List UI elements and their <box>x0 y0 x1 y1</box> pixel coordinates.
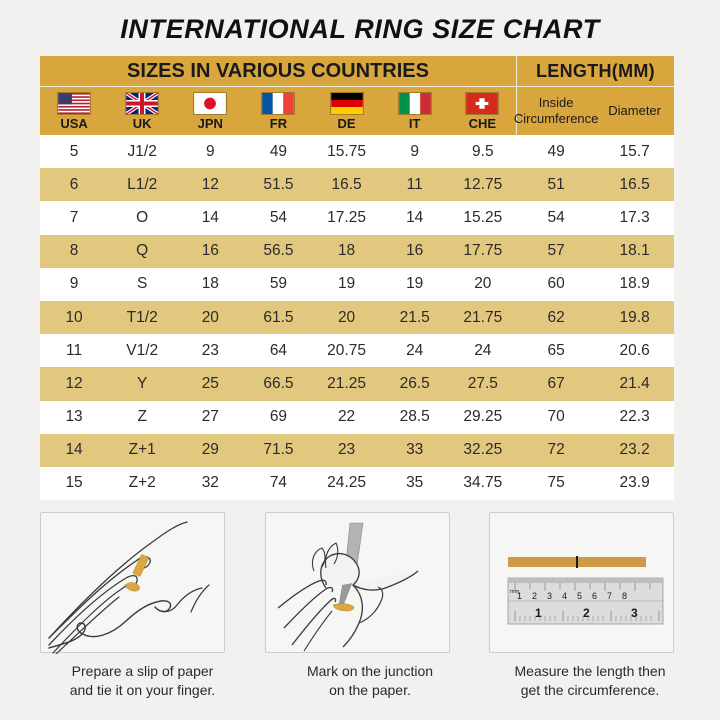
svg-text:1: 1 <box>535 606 542 620</box>
svg-text:3: 3 <box>631 606 638 620</box>
svg-text:6: 6 <box>592 591 597 601</box>
svg-text:8: 8 <box>622 591 627 601</box>
svg-text:7: 7 <box>607 591 612 601</box>
svg-text:4: 4 <box>562 591 567 601</box>
svg-text:mm: mm <box>510 589 520 595</box>
svg-text:2: 2 <box>532 591 537 601</box>
svg-text:3: 3 <box>547 591 552 601</box>
svg-text:5: 5 <box>577 591 582 601</box>
svg-text:2: 2 <box>583 606 590 620</box>
